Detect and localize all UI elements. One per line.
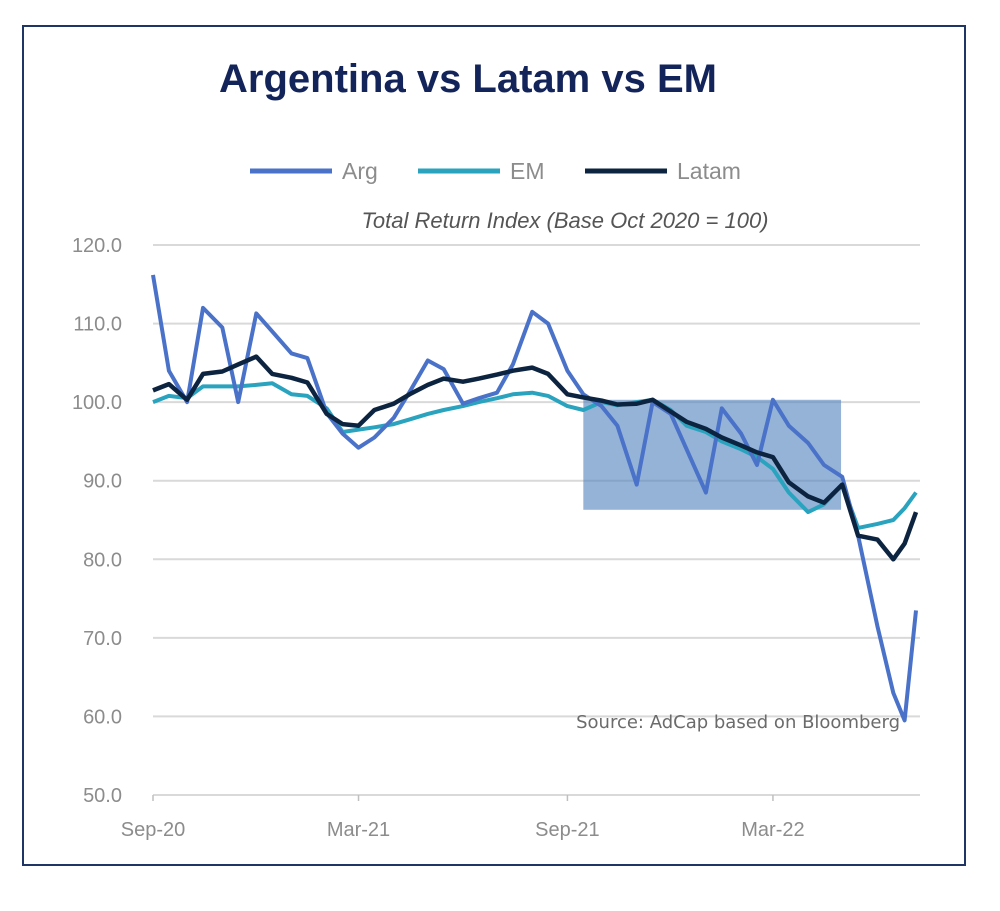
- y-tick-label: 70.0: [83, 628, 122, 650]
- series-line-arg: [151, 274, 918, 723]
- legend-label-em: EM: [510, 158, 545, 184]
- y-tick-label: 80.0: [83, 549, 122, 571]
- legend: Arg EM Latam: [250, 158, 741, 184]
- x-tick-label: Mar-21: [327, 819, 390, 841]
- x-tick-label: Sep-20: [121, 819, 186, 841]
- x-tick-label: Mar-22: [741, 819, 804, 841]
- y-axis: 50.0 60.0 70.0 80.0 90.0 100.0 110.0 120.0: [72, 235, 122, 807]
- series-line-em: [152, 381, 918, 530]
- legend-label-latam: Latam: [677, 158, 741, 184]
- chart-subtitle: Total Return Index (Base Oct 2020 = 100): [361, 208, 768, 233]
- source-note: Source: AdCap based on Bloomberg: [576, 712, 900, 733]
- series-lines: [151, 274, 919, 723]
- y-tick-label: 50.0: [83, 785, 122, 807]
- chart-title: Argentina vs Latam vs EM: [219, 57, 717, 101]
- x-tick-label: Sep-21: [535, 819, 600, 841]
- legend-label-arg: Arg: [342, 158, 378, 184]
- y-tick-label: 60.0: [83, 706, 122, 728]
- y-tick-label: 90.0: [83, 471, 122, 493]
- chart-frame: [22, 25, 966, 866]
- y-tick-label: 120.0: [72, 235, 122, 257]
- series-line-latam: [152, 354, 919, 562]
- y-tick-label: 100.0: [72, 392, 122, 414]
- y-tick-label: 110.0: [73, 314, 122, 336]
- x-axis: Sep-20 Mar-21 Sep-21 Mar-22: [121, 795, 805, 841]
